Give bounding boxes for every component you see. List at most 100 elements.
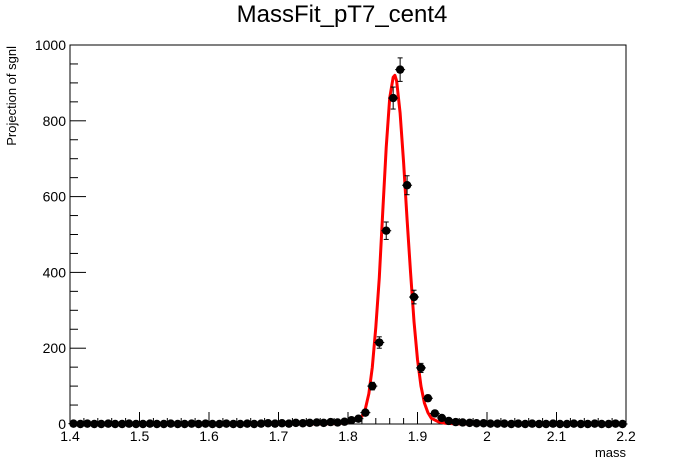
data-point	[361, 408, 370, 417]
data-point	[590, 419, 599, 428]
x-tick-label: 1.6	[199, 428, 219, 444]
data-point	[131, 419, 141, 429]
data-point	[514, 419, 523, 428]
data-point	[451, 417, 460, 427]
data-point	[423, 394, 433, 403]
data-point	[263, 419, 273, 428]
data-point	[368, 381, 377, 391]
data-point	[256, 419, 266, 428]
data-point	[548, 419, 558, 428]
data-point	[382, 226, 391, 235]
data-point	[375, 338, 384, 347]
y-tick-label: 200	[43, 340, 67, 356]
data-point	[194, 419, 203, 429]
data-point	[340, 417, 349, 426]
data-point	[110, 419, 120, 429]
data-point	[138, 419, 148, 429]
data-point	[249, 419, 259, 429]
data-point	[354, 414, 363, 423]
data-point	[208, 419, 217, 429]
x-tick-label: 1.4	[60, 428, 80, 444]
plot-frame	[69, 44, 627, 425]
data-point	[104, 419, 113, 428]
data-point	[291, 418, 301, 428]
x-axis-title: mass	[595, 445, 627, 460]
data-point	[521, 419, 530, 429]
data-point	[576, 419, 586, 429]
data-point	[555, 419, 565, 429]
fit-layer	[70, 73, 626, 426]
data-point	[187, 419, 196, 428]
data-point	[83, 419, 92, 428]
data-point	[604, 419, 613, 429]
data-point	[493, 419, 502, 428]
x-tick-label: 2.2	[616, 428, 636, 444]
fit-curve	[70, 73, 626, 426]
data-point	[458, 418, 467, 427]
data-point	[243, 419, 252, 428]
data-point	[562, 419, 572, 429]
data-point	[90, 419, 99, 429]
x-tick-label: 1.7	[269, 428, 289, 444]
data-point	[201, 419, 210, 428]
data-point	[444, 416, 453, 426]
data-point	[541, 419, 551, 429]
y-tick-label: 1000	[35, 37, 66, 53]
data-point	[215, 419, 224, 429]
data-point	[173, 419, 182, 429]
data-point	[472, 419, 481, 428]
data-point	[117, 419, 127, 429]
data-point	[145, 419, 155, 428]
data-point	[270, 419, 280, 428]
data-point	[180, 419, 189, 429]
data-point	[583, 419, 592, 429]
x-tick-label: 1.8	[338, 428, 358, 444]
data-point	[298, 419, 308, 428]
data-points-layer	[68, 57, 628, 429]
y-tick-label: 800	[43, 113, 67, 129]
data-point	[534, 419, 544, 429]
data-point	[507, 419, 516, 429]
y-tick-label: 600	[43, 189, 67, 205]
data-point	[124, 419, 134, 428]
chart-title: MassFit_pT7_cent4	[237, 1, 448, 28]
data-point	[500, 419, 509, 428]
data-point	[569, 419, 579, 428]
x-tick-label: 1.9	[408, 428, 428, 444]
data-point	[409, 292, 419, 302]
data-point	[347, 416, 356, 425]
data-point	[618, 419, 627, 429]
data-point	[486, 419, 495, 428]
axis-ticks: 1.4 1.5 1.6 1.7 1.8 1.9 2 2.1 2.2 0 200 400 600 800 10…	[35, 37, 636, 444]
data-point	[597, 419, 606, 429]
data-point	[611, 419, 620, 428]
data-point	[76, 419, 85, 429]
data-point	[277, 419, 287, 428]
data-point	[236, 419, 245, 429]
data-point	[465, 418, 474, 428]
data-point	[222, 419, 231, 428]
x-tick-label: 1.5	[130, 428, 150, 444]
data-point	[527, 419, 537, 428]
data-point	[333, 418, 342, 427]
data-point	[305, 418, 314, 428]
data-point	[284, 419, 294, 428]
data-point	[159, 419, 169, 429]
data-point	[312, 418, 321, 427]
data-point	[229, 419, 238, 429]
data-point	[152, 419, 162, 429]
y-tick-label: 0	[58, 416, 66, 432]
data-point	[319, 418, 328, 428]
data-point	[402, 181, 412, 190]
y-axis-title: Projection of sgnl	[4, 46, 19, 146]
data-point	[479, 419, 488, 428]
data-point	[69, 419, 78, 428]
data-point	[166, 419, 175, 428]
y-tick-label: 400	[43, 264, 67, 280]
data-point	[416, 363, 426, 373]
data-point	[437, 413, 447, 423]
data-point	[326, 417, 335, 427]
x-tick-label: 2.1	[547, 428, 567, 444]
data-point	[430, 409, 440, 418]
